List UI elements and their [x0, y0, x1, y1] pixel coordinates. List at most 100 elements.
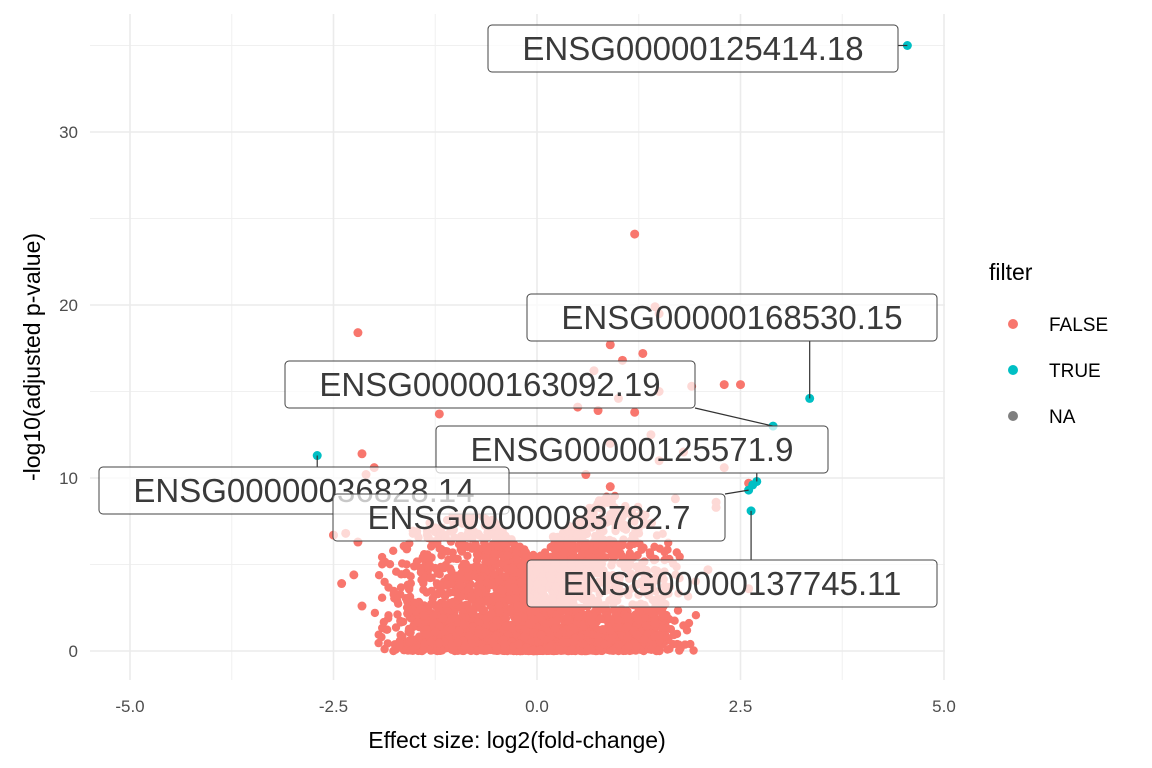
cloud-point	[520, 553, 530, 562]
gene-label-text: ENSG00000137745.11	[563, 565, 902, 602]
cloud-point	[675, 552, 684, 561]
cloud-point	[402, 560, 411, 569]
cloud-point	[675, 645, 684, 654]
cloud-point	[465, 631, 474, 640]
cloud-point	[438, 613, 448, 623]
cloud-point	[567, 539, 576, 549]
cloud-point	[436, 586, 445, 595]
gene-labels: ENSG00000125414.18 ENSG00000168530.15 ENSG…	[98, 24, 938, 608]
cloud-point	[377, 552, 387, 562]
cloud-point	[446, 580, 455, 589]
legend: filter FALSE TRUE NA	[989, 259, 1108, 428]
cloud-point	[425, 561, 435, 570]
cloud-point	[691, 611, 701, 620]
cloud-point	[483, 546, 492, 555]
gene-label-text: ENSG00000083782.7	[368, 499, 691, 536]
y-tick-label: 10	[59, 469, 78, 488]
cloud-point	[443, 607, 452, 616]
data-point-false	[337, 579, 347, 589]
cloud-point	[396, 630, 405, 640]
cloud-point	[519, 613, 528, 622]
legend-key-true	[1008, 365, 1018, 375]
gene-label-text: ENSG00000125414.18	[522, 30, 863, 67]
cloud-point	[622, 622, 632, 632]
cloud-point	[501, 572, 510, 581]
cloud-point	[563, 613, 572, 623]
cloud-point	[370, 608, 380, 618]
x-tick-label: 0.0	[525, 697, 549, 716]
cloud-point	[623, 633, 632, 643]
gene-label-box: ENSG00000125414.18	[487, 24, 899, 73]
cloud-point	[474, 629, 483, 638]
data-point-false	[736, 380, 745, 390]
cloud-point	[492, 542, 501, 551]
cloud-point	[452, 554, 461, 564]
cloud-point	[608, 646, 618, 655]
cloud-point	[492, 616, 501, 625]
cloud-point	[435, 544, 444, 553]
cloud-point	[393, 610, 402, 619]
cloud-point	[632, 642, 641, 651]
cloud-point	[542, 619, 551, 629]
data-point-false	[650, 618, 660, 628]
cloud-point	[513, 615, 522, 624]
label-connector	[694, 407, 774, 427]
cloud-point	[410, 562, 419, 571]
cloud-point	[633, 615, 643, 624]
cloud-point	[468, 605, 477, 614]
cloud-point	[640, 635, 649, 644]
cloud-point	[405, 637, 414, 647]
cloud-point	[609, 605, 619, 615]
cloud-point	[406, 572, 415, 581]
cloud-point	[434, 638, 444, 648]
cloud-point	[519, 559, 529, 568]
cloud-point	[536, 645, 545, 655]
cloud-point	[596, 614, 605, 624]
cloud-point	[624, 642, 633, 651]
cloud-point	[498, 586, 507, 595]
cloud-point	[380, 577, 389, 587]
gene-label-box: ENSG00000083782.7	[332, 493, 726, 542]
cloud-point	[482, 644, 492, 653]
cloud-point	[483, 596, 493, 606]
cloud-point	[555, 645, 564, 654]
cloud-point	[425, 573, 435, 583]
cloud-point	[489, 622, 498, 632]
cloud-point	[464, 572, 473, 581]
cloud-point	[379, 617, 388, 627]
cloud-point	[689, 646, 698, 655]
data-point-false	[605, 482, 615, 492]
gene-label-text: ENSG00000163092.19	[319, 366, 660, 403]
cloud-point	[515, 542, 524, 551]
y-tick-label: 20	[59, 296, 78, 315]
cloud-point	[467, 591, 476, 601]
cloud-point	[454, 626, 464, 636]
cloud-point	[403, 580, 412, 589]
legend-label-false: FALSE	[1049, 315, 1108, 336]
cloud-point	[461, 541, 471, 551]
cloud-point	[598, 543, 608, 552]
cloud-point	[479, 606, 489, 615]
data-point-false	[426, 553, 436, 563]
cloud-point	[413, 617, 422, 627]
cloud-point	[459, 559, 469, 568]
legend-key-na	[1008, 411, 1018, 421]
y-axis-title: -log10(adjusted p-value)	[19, 233, 45, 481]
cloud-point	[384, 611, 393, 620]
gene-label-box: ENSG00000125571.9	[435, 425, 829, 474]
cloud-point	[552, 616, 562, 625]
data-point-false	[357, 449, 367, 459]
cloud-point	[550, 624, 560, 633]
cloud-point	[444, 555, 453, 564]
cloud-point	[516, 578, 525, 587]
cloud-point	[396, 583, 406, 592]
data-point-false	[402, 544, 412, 554]
cloud-point	[673, 606, 683, 615]
cloud-point	[504, 595, 513, 604]
cloud-point	[520, 632, 529, 642]
cloud-point	[429, 611, 438, 620]
cloud-point	[559, 548, 569, 557]
data-point-false	[357, 601, 367, 611]
